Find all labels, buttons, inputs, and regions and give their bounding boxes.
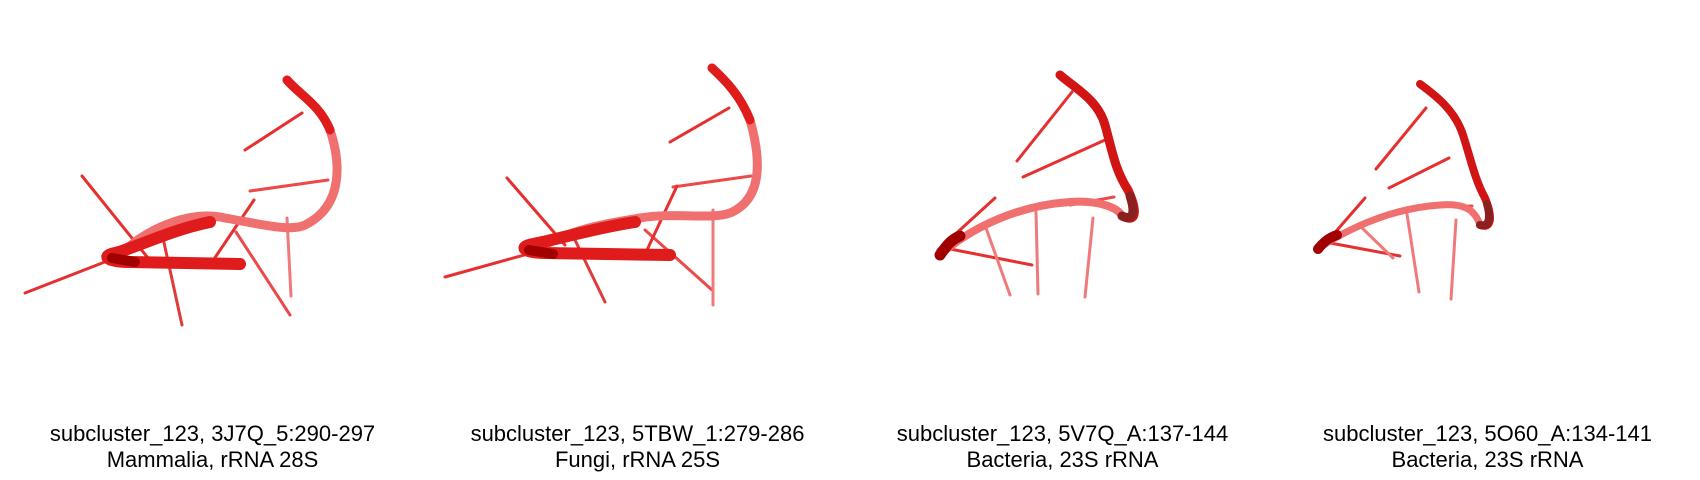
structure-panel-2: subcluster_123, 5TBW_1:279-286 Fungi, rR…	[425, 0, 850, 480]
panel-label-line1: subcluster_123, 3J7Q_5:290-297	[49, 421, 376, 446]
structure-panel-3: subcluster_123, 5V7Q_A:137-144 Bacteria,…	[850, 0, 1275, 480]
panel-label-line2: Mammalia, rRNA 28S	[106, 447, 319, 472]
panel-label-line2: Fungi, rRNA 25S	[554, 447, 721, 472]
rna-structure-image-4	[1313, 80, 1494, 301]
rna-structure-image-1	[23, 75, 342, 327]
rna-structure-image-3	[934, 70, 1139, 299]
rna-structure-image-2	[443, 63, 762, 307]
panel-label-line1: subcluster_123, 5O60_A:134-141	[1322, 421, 1652, 446]
panel-label-line2: Bacteria, 23S rRNA	[966, 447, 1159, 472]
structure-panel-1: subcluster_123, 3J7Q_5:290-297 Mammalia,…	[0, 0, 425, 480]
structure-panel-4: subcluster_123, 5O60_A:134-141 Bacteria,…	[1275, 0, 1700, 480]
panel-label-line2: Bacteria, 23S rRNA	[1391, 447, 1584, 472]
panel-label-line1: subcluster_123, 5TBW_1:279-286	[470, 421, 805, 446]
panel-label-line1: subcluster_123, 5V7Q_A:137-144	[896, 421, 1229, 446]
